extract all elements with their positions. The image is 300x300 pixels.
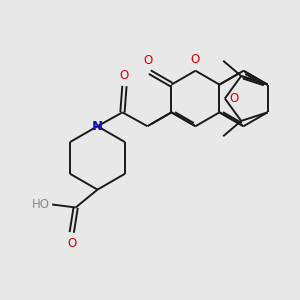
- Text: O: O: [191, 53, 200, 66]
- Text: O: O: [120, 69, 129, 82]
- Text: O: O: [230, 92, 239, 105]
- Text: O: O: [67, 237, 76, 250]
- Text: HO: HO: [32, 198, 50, 211]
- Text: O: O: [143, 54, 152, 67]
- Text: N: N: [92, 120, 103, 133]
